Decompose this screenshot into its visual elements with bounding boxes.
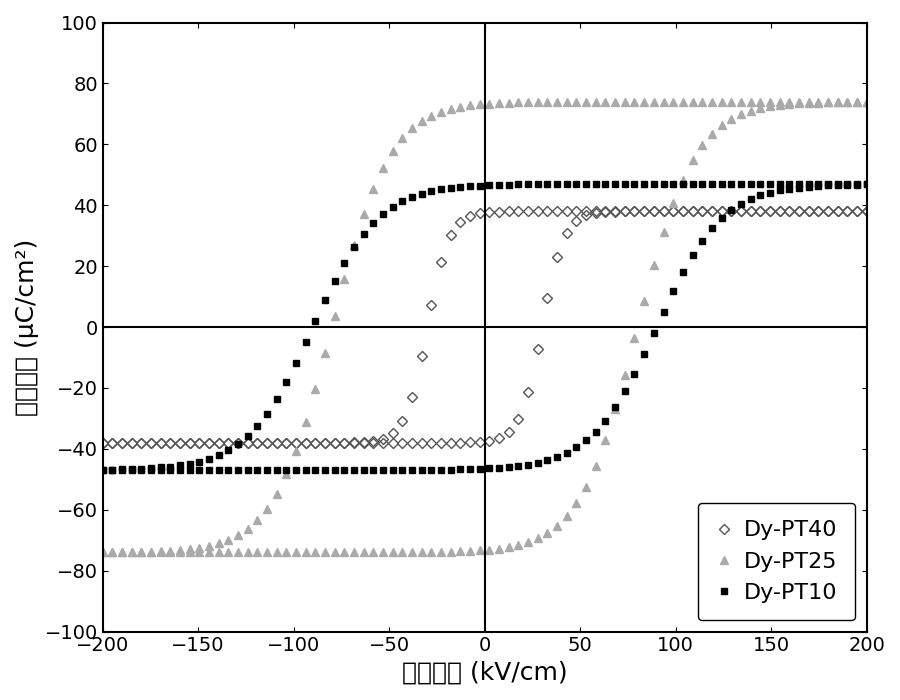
X-axis label: 电场强度 (kV/cm): 电场强度 (kV/cm) [401,661,567,685]
Line: Dy-PT40: Dy-PT40 [99,208,870,446]
Dy-PT25 [552,98,562,106]
Dy-PT40 [97,439,108,447]
Dy-PT10 [552,180,562,188]
Dy-PT25 [562,97,572,106]
Dy-PT25 [774,97,785,106]
Dy-PT10 [590,180,601,188]
Dy-PT25 [619,97,630,106]
Dy-PT40 [562,207,572,216]
Dy-PT40 [590,207,601,216]
Dy-PT10 [774,180,785,188]
Dy-PT25 [590,97,601,106]
Dy-PT10 [619,180,630,188]
Dy-PT40 [774,207,785,216]
Dy-PT40 [619,207,630,216]
Y-axis label: 极化强度 (μC/cm²): 极化强度 (μC/cm²) [15,239,39,416]
Dy-PT25 [97,548,108,556]
Dy-PT40 [552,207,562,216]
Dy-PT40 [436,258,446,267]
Line: Dy-PT25: Dy-PT25 [98,97,870,556]
Line: Dy-PT10: Dy-PT10 [99,181,870,473]
Dy-PT10 [562,180,572,188]
Legend: Dy-PT40, Dy-PT25, Dy-PT10: Dy-PT40, Dy-PT25, Dy-PT10 [698,503,856,620]
Dy-PT10 [436,186,446,194]
Dy-PT10 [861,180,872,188]
Dy-PT25 [861,97,872,106]
Dy-PT25 [436,108,446,116]
Dy-PT40 [861,207,872,216]
Dy-PT10 [97,466,108,474]
Dy-PT40 [842,207,852,216]
